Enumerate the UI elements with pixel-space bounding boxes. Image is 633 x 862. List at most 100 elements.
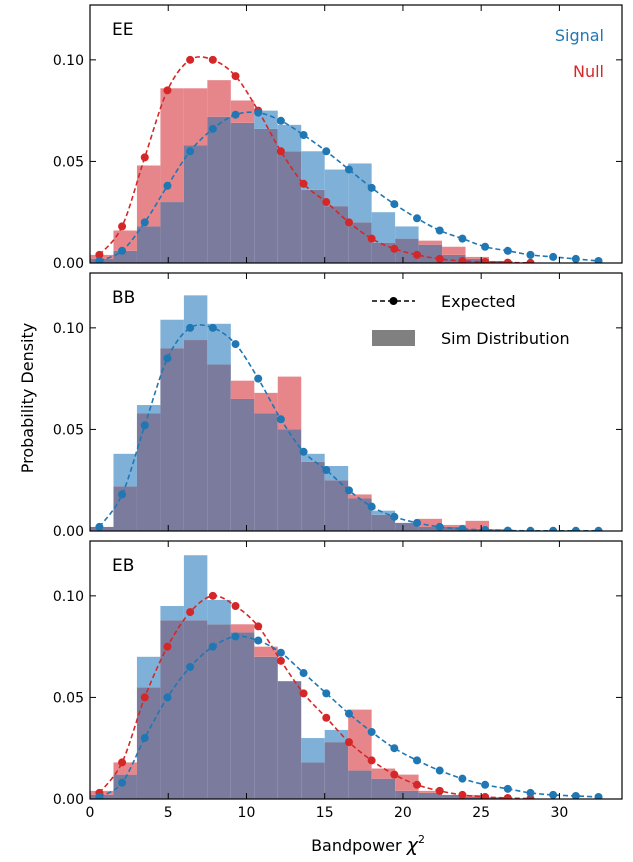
- hist-bar-signal: [207, 599, 231, 625]
- expected-point-signal: [208, 642, 217, 651]
- expected-point-signal: [344, 709, 353, 718]
- hist-bar-overlap: [301, 189, 325, 263]
- expected-point-null: [163, 86, 172, 95]
- expected-point-null: [367, 234, 376, 243]
- y-tick-label: 0.00: [53, 524, 84, 540]
- hist-bar-signal: [324, 169, 349, 207]
- x-axis-label-symbol: χ: [406, 834, 419, 856]
- expected-point-null: [367, 756, 376, 765]
- expected-point-signal: [276, 648, 285, 657]
- expected-point-null: [208, 55, 217, 64]
- expected-point-signal: [118, 778, 127, 787]
- expected-point-signal: [140, 421, 149, 430]
- x-axis-label-main: Bandpower: [311, 836, 407, 855]
- expected-point-null: [140, 153, 149, 162]
- hist-bar-overlap: [230, 632, 255, 799]
- hist-bar-signal: [183, 295, 208, 341]
- legend-expected-label: Expected: [441, 292, 516, 311]
- hist-bar-null: [254, 392, 278, 414]
- expected-point-signal: [390, 200, 399, 209]
- hist-bar-signal: [371, 212, 396, 243]
- expected-point-signal: [413, 214, 422, 223]
- panel-frame: [89, 540, 623, 800]
- expected-point-signal: [571, 526, 580, 531]
- expected-point-signal: [344, 165, 353, 174]
- expected-point-null: [163, 642, 172, 651]
- expected-point-signal: [435, 766, 444, 775]
- hist-bar-overlap: [254, 128, 278, 263]
- hist-bar-overlap: [230, 122, 255, 263]
- plot-area: [90, 295, 603, 531]
- hist-bar-null: [465, 256, 489, 259]
- x-axis-label-superscript: 2: [418, 833, 425, 846]
- hist-bar-signal: [160, 606, 184, 621]
- hist-bar-overlap: [442, 254, 466, 263]
- expected-point-null: [254, 622, 263, 631]
- hist-bar-overlap: [230, 398, 255, 531]
- hist-bar-null: [442, 246, 466, 255]
- hist-bar-overlap: [113, 250, 137, 263]
- hist-bar-overlap: [324, 480, 349, 531]
- hist-bar-overlap: [301, 461, 325, 531]
- expected-point-signal: [526, 526, 535, 531]
- hist-bar-null: [348, 494, 372, 499]
- expected-point-signal: [413, 756, 422, 765]
- expected-point-signal: [254, 108, 263, 117]
- legend-sim-label: Sim Distribution: [441, 329, 570, 348]
- x-tick-label: 30: [550, 805, 568, 821]
- hist-bar-null: [418, 790, 443, 793]
- hist-bar-null: [465, 520, 489, 529]
- expected-point-signal: [254, 374, 263, 383]
- hist-bar-overlap: [395, 790, 419, 799]
- expected-point-null: [344, 218, 353, 227]
- hist-bar-overlap: [418, 526, 443, 531]
- hist-bar-overlap: [465, 796, 489, 799]
- y-tick-label: 0.05: [53, 422, 84, 438]
- expected-point-null: [140, 693, 149, 702]
- expected-point-signal: [594, 526, 603, 531]
- panel-title: EB: [112, 556, 134, 576]
- expected-point-signal: [231, 110, 240, 119]
- hist-bar-null: [230, 624, 255, 633]
- expected-point-signal: [140, 218, 149, 227]
- hist-bar-overlap: [465, 528, 489, 531]
- expected-point-signal: [322, 147, 331, 156]
- expected-point-signal: [549, 526, 558, 531]
- expected-point-signal: [118, 490, 127, 499]
- expected-point-signal: [208, 124, 217, 133]
- expected-point-signal: [95, 256, 104, 263]
- expected-point-null: [231, 602, 240, 611]
- expected-point-signal: [140, 734, 149, 743]
- hist-bar-overlap: [136, 413, 161, 531]
- hist-bar-null: [442, 524, 466, 527]
- hist-bar-signal: [301, 151, 325, 190]
- expected-point-null: [344, 738, 353, 747]
- hist-bar-overlap: [442, 794, 466, 799]
- expected-point-signal: [390, 744, 399, 753]
- expected-point-null: [526, 258, 535, 263]
- expected-point-null: [276, 656, 285, 665]
- hist-bar-null: [113, 762, 137, 775]
- panel-ee: 0.00 0.05 0.10 EE Signal Null: [53, 4, 623, 272]
- x-axis-label: Bandpower χ2: [311, 833, 425, 856]
- y-tick-label: 0.00: [53, 792, 84, 808]
- panel-frame: [89, 4, 623, 264]
- expected-point-null: [186, 55, 195, 64]
- expected-point-signal: [503, 784, 512, 793]
- expected-point-signal: [458, 774, 467, 783]
- hist-bar-overlap: [136, 687, 161, 799]
- hist-bar-overlap: [277, 681, 302, 799]
- expected-point-signal: [413, 518, 422, 527]
- expected-point-null: [276, 147, 285, 156]
- expected-point-signal: [118, 246, 127, 255]
- expected-point-signal: [367, 727, 376, 736]
- panel-bb: 0.00 0.05 0.10 BB Expected Sim Distribution: [53, 272, 623, 540]
- expected-point-signal: [95, 522, 104, 531]
- panel-title: BB: [112, 288, 135, 308]
- expected-point-signal: [231, 632, 240, 641]
- x-tick-label: 20: [394, 805, 412, 821]
- hist-bar-overlap: [254, 413, 278, 531]
- hist-bar-overlap: [207, 116, 231, 263]
- plot-area: [90, 555, 603, 799]
- expected-point-signal: [435, 522, 444, 531]
